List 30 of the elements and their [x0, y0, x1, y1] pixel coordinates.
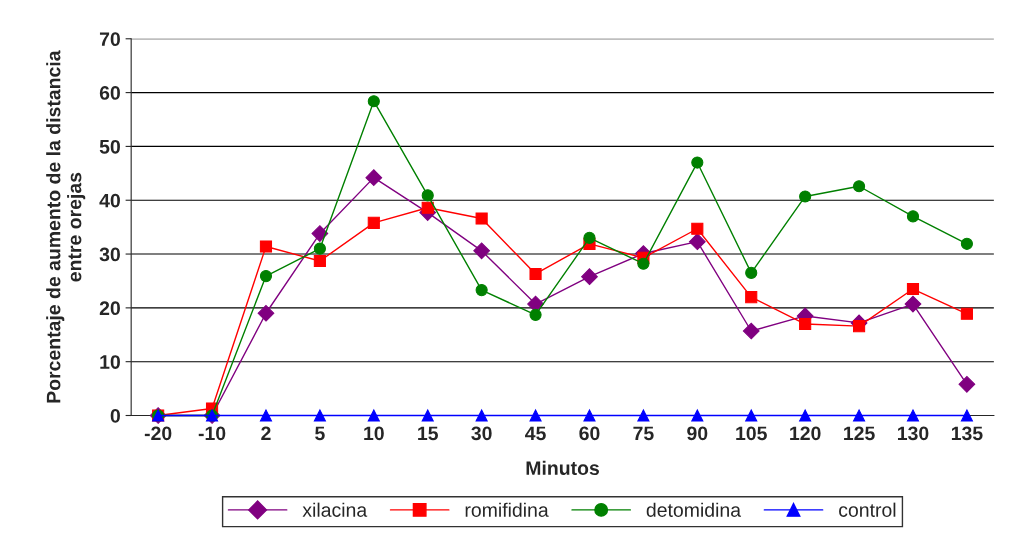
- x-tick-label: 125: [844, 426, 875, 441]
- x-tick-label: 90: [687, 426, 708, 441]
- x-tick-label: 15: [418, 426, 438, 441]
- x-tick-label: 120: [790, 426, 821, 441]
- x-tick-label: -20: [144, 426, 172, 441]
- y-tick-label: 10: [100, 355, 120, 369]
- x-tick-label: 10: [364, 426, 384, 441]
- legend-label: xilacina: [302, 502, 368, 517]
- x-tick-label: 75: [633, 426, 654, 441]
- x-tick-label: -10: [198, 426, 226, 441]
- y-tick-label: 30: [99, 247, 120, 262]
- x-tick-label: 60: [579, 426, 600, 441]
- y-axis-title: Porcentaje de aumento de la distancia entre orejas: [46, 50, 86, 403]
- x-tick-label: 5: [315, 426, 325, 441]
- y-tick-label: 60: [99, 86, 120, 100]
- x-tick-label: 30: [471, 426, 492, 441]
- x-axis-title: Minutos: [526, 460, 599, 475]
- x-tick-label: 2: [261, 426, 271, 441]
- x-tick-label: 130: [897, 426, 929, 441]
- x-tick-label: 105: [736, 426, 767, 441]
- y-tick-label: 0: [110, 408, 120, 423]
- legend-label: control: [839, 502, 896, 517]
- legend-label: romifidina: [465, 502, 549, 517]
- y-tick-label: 40: [99, 193, 120, 208]
- x-tick-label: 45: [525, 426, 546, 441]
- y-tick-label: 20: [99, 301, 120, 316]
- y-tick-label: 50: [99, 139, 120, 154]
- legend-label: detomidina: [646, 502, 742, 517]
- y-tick-label: 70: [99, 32, 120, 47]
- x-tick-label: 135: [951, 426, 983, 441]
